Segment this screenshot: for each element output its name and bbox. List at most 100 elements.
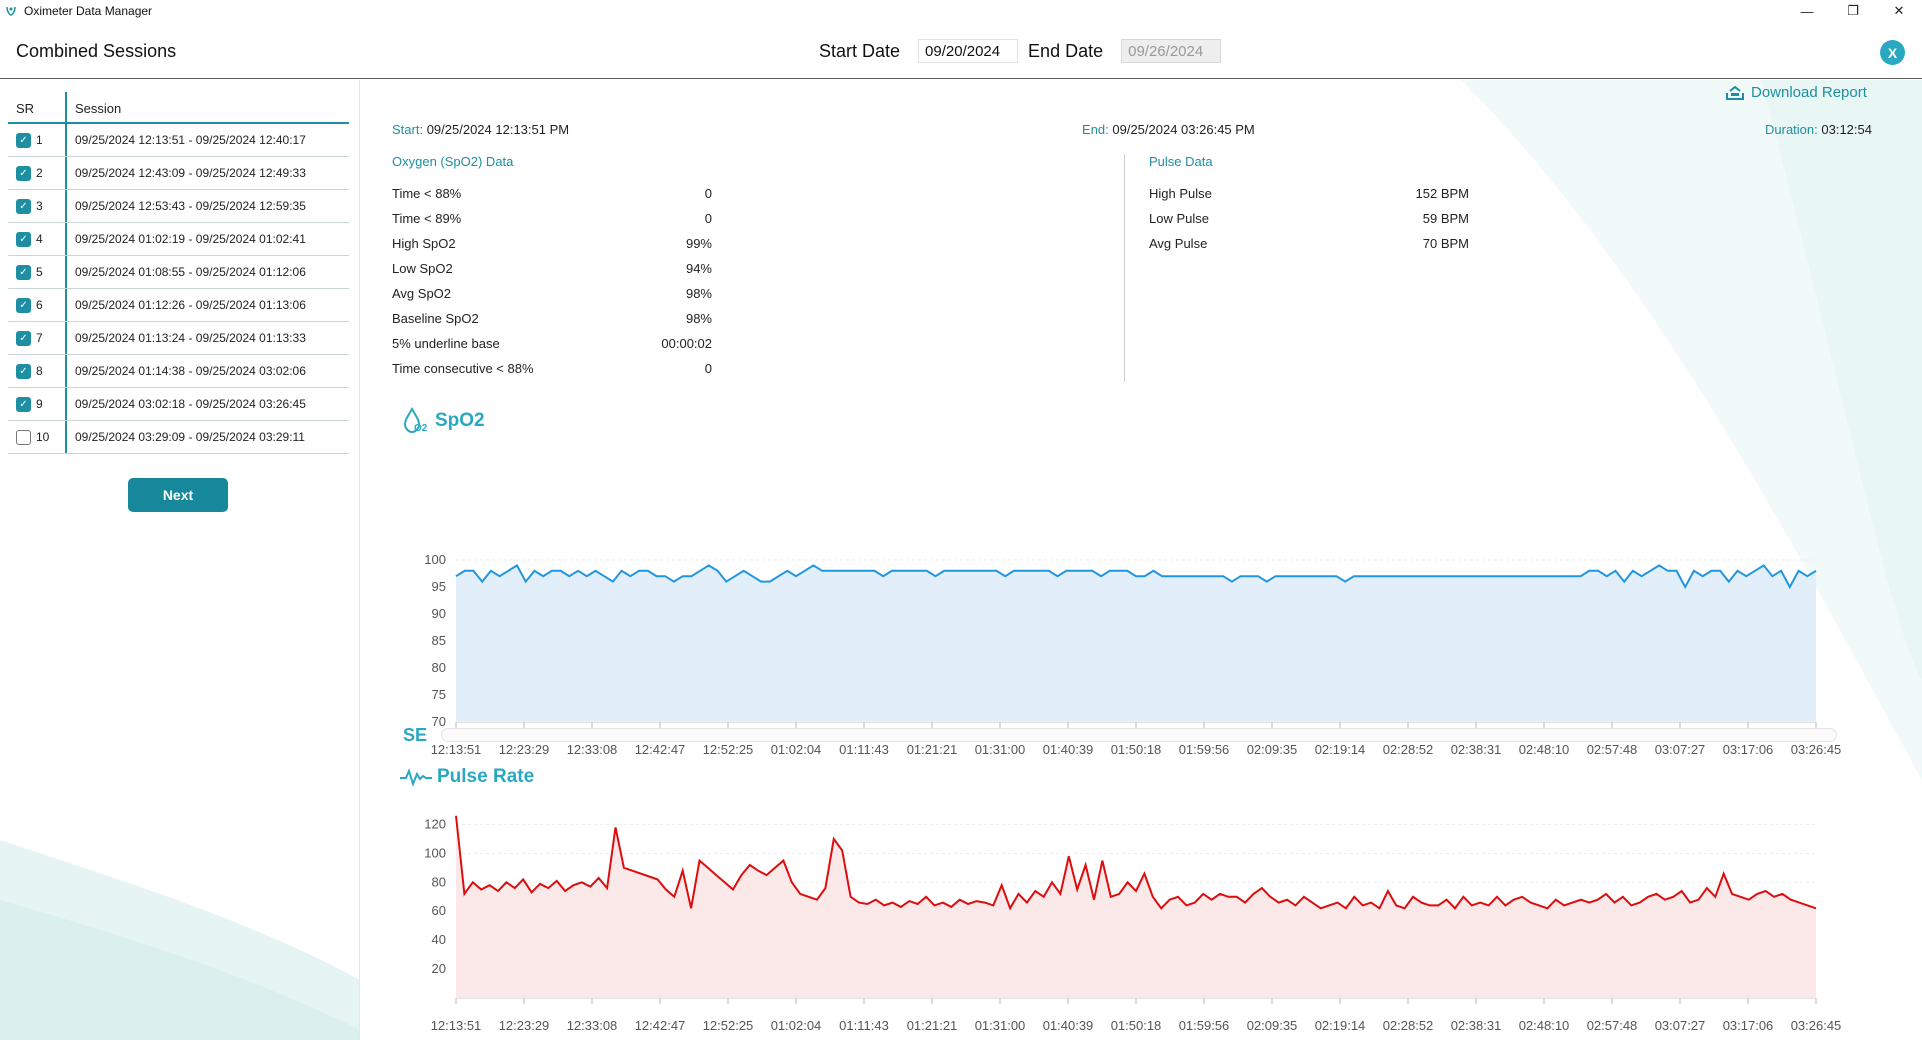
next-button[interactable]: Next (128, 478, 228, 512)
session-checkbox[interactable]: ✓ (16, 165, 31, 181)
pulse-x-tick-label: 12:42:47 (635, 1018, 686, 1033)
pulse-chart: 120 100 80 60 40 20 12:13:51 12:23:29 12:33:08 12… (424, 815, 1842, 1033)
table-row[interactable]: ✓ 3 09/25/2024 12:53:43 - 09/25/2024 12:59… (8, 190, 349, 223)
session-checkbox[interactable]: ✓ (16, 363, 31, 379)
pulse-section-title: Pulse Data (1149, 154, 1213, 169)
pulse-stat-value: 70 BPM (1422, 236, 1469, 251)
table-row[interactable]: ✓ 2 09/25/2024 12:43:09 - 09/25/2024 12:49… (8, 157, 349, 190)
se-label: SE (403, 725, 428, 745)
pulse-x-tick-label: 02:38:31 (1451, 1018, 1502, 1033)
table-row[interactable]: 10 09/25/2024 03:29:09 - 09/25/2024 03:29… (8, 421, 349, 454)
session-range: 09/25/2024 03:29:09 - 09/25/2024 03:29:1… (75, 430, 305, 444)
title-bar: Oximeter Data Manager — ❐ ✕ (0, 0, 1922, 22)
sessions-panel: SR Session ✓ 1 09/25/2024 12:13:51 - 09/25… (0, 80, 360, 1040)
spo2-x-tick-label: 01:21:21 (907, 742, 958, 757)
spo2-x-tick-label: 03:17:06 (1723, 742, 1774, 757)
oxygen-stat-label: High SpO2 (392, 236, 456, 251)
spo2-x-tick-label: 03:26:45 (1791, 742, 1842, 757)
session-checkbox[interactable] (16, 429, 31, 445)
maximize-button[interactable]: ❐ (1847, 3, 1859, 18)
oxygen-stat-label: Baseline SpO2 (392, 311, 479, 326)
pulse-x-tick-label: 01:40:39 (1043, 1018, 1094, 1033)
date-range: Start Date 09/20/2024 End Date 09/26/202… (819, 39, 1231, 63)
session-checkbox[interactable]: ✓ (16, 231, 31, 247)
pulse-x-tick-label: 12:33:08 (567, 1018, 618, 1033)
session-checkbox[interactable]: ✓ (16, 330, 31, 346)
table-row[interactable]: ✓ 4 09/25/2024 01:02:19 - 09/25/2024 01:02… (8, 223, 349, 256)
table-row[interactable]: ✓ 9 09/25/2024 03:02:18 - 09/25/2024 03:26… (8, 388, 349, 421)
svg-text:O2: O2 (414, 423, 428, 434)
window-close-button[interactable]: ✕ (1893, 3, 1905, 18)
table-row[interactable]: ✓ 6 09/25/2024 01:12:26 - 09/25/2024 01:13… (8, 289, 349, 322)
pulse-x-tick-label: 02:48:10 (1519, 1018, 1570, 1033)
oxygen-stat-value: 0 (704, 361, 712, 376)
pulse-stat-value: 152 BPM (1415, 186, 1469, 201)
minimize-button[interactable]: — (1800, 3, 1814, 19)
session-checkbox[interactable]: ✓ (16, 396, 31, 412)
session-checkbox[interactable]: ✓ (16, 264, 31, 280)
spo2-chart-title: O2 SpO2 (401, 406, 485, 436)
sr-number: 9 (36, 397, 43, 411)
session-checkbox[interactable]: ✓ (16, 198, 31, 214)
session-range: 09/25/2024 01:02:19 - 09/25/2024 01:02:4… (75, 232, 306, 246)
session-range: 09/25/2024 01:14:38 - 09/25/2024 03:02:0… (75, 364, 306, 378)
table-row[interactable]: ✓ 1 09/25/2024 12:13:51 - 09/25/2024 12:40… (8, 124, 349, 157)
pulse-line (455, 815, 1817, 911)
spo2-x-tick-label: 12:42:47 (635, 742, 686, 757)
oxygen-stat-value: 98% (685, 311, 712, 326)
pulse-stat-label: High Pulse (1149, 186, 1212, 201)
table-row[interactable]: ✓ 8 09/25/2024 01:14:38 - 09/25/2024 03:02… (8, 355, 349, 388)
oxygen-drop-icon: O2 (403, 406, 428, 434)
oxygen-stat-value: 0 (704, 186, 712, 201)
session-checkbox[interactable]: ✓ (16, 132, 31, 148)
close-session-button[interactable]: X (1880, 40, 1905, 65)
pulse-wave-icon (400, 768, 432, 788)
spo2-x-tick-label: 02:48:10 (1519, 742, 1570, 757)
sr-number: 5 (36, 265, 43, 279)
pulse-stat-label: Low Pulse (1149, 211, 1209, 226)
spo2-area (456, 565, 1816, 722)
sr-number: 2 (36, 166, 43, 180)
spo2-y-tick-label: 85 (432, 633, 446, 648)
spo2-x-tick-label: 12:23:29 (499, 742, 550, 757)
pulse-x-tick-label: 01:31:00 (975, 1018, 1026, 1033)
page-title: Combined Sessions (16, 41, 177, 61)
pulse-x-tick-label: 01:59:56 (1179, 1018, 1230, 1033)
session-range: 09/25/2024 03:02:18 - 09/25/2024 03:26:4… (75, 397, 306, 411)
spo2-x-tick-label: 01:31:00 (975, 742, 1026, 757)
pulse-x-tick-label: 02:09:35 (1247, 1018, 1298, 1033)
spo2-x-tick-label: 01:02:04 (771, 742, 822, 757)
pulse-y-tick-label: 80 (432, 874, 446, 889)
sr-cell: ✓ 9 (8, 388, 67, 420)
oxygen-stat-label: 5% underline base (392, 336, 500, 351)
header: Combined Sessions Start Date 09/20/2024 … (0, 22, 1922, 79)
download-report-button[interactable]: Download Report (1725, 84, 1867, 101)
pulse-x-tick-label: 12:13:51 (431, 1018, 482, 1033)
table-row[interactable]: ✓ 5 09/25/2024 01:08:55 - 09/25/2024 01:12… (8, 256, 349, 289)
oxygen-stat-label: Low SpO2 (392, 261, 453, 276)
end-date-input[interactable]: 09/26/2024 (1121, 39, 1222, 63)
table-row[interactable]: ✓ 7 09/25/2024 01:13:24 - 09/25/2024 01:13… (8, 322, 349, 355)
session-range: 09/25/2024 01:13:24 - 09/25/2024 01:13:3… (75, 331, 306, 345)
spo2-y-tick-label: 90 (432, 606, 446, 621)
sr-cell: ✓ 1 (8, 124, 67, 156)
pulse-y-tick-label: 100 (424, 845, 446, 860)
spo2-x-tick-label: 03:07:27 (1655, 742, 1706, 757)
pulse-x-tick-label: 01:11:43 (839, 1018, 889, 1033)
start-date-input[interactable]: 09/20/2024 (918, 39, 1019, 63)
pulse-x-tick-label: 02:28:52 (1383, 1018, 1434, 1033)
spo2-y-tick-label: 100 (424, 552, 446, 567)
spo2-y-tick-label: 75 (432, 687, 446, 702)
oxygen-stat-label: Time consecutive < 88% (392, 361, 534, 376)
sr-cell: ✓ 4 (8, 223, 67, 255)
oxygen-stat-label: Time < 88% (392, 186, 462, 201)
spo2-y-tick-label: 80 (432, 660, 446, 675)
pulse-x-tick-label: 03:26:45 (1791, 1018, 1842, 1033)
pulse-x-tick-label: 12:52:25 (703, 1018, 754, 1033)
spo2-x-tick-label: 02:28:52 (1383, 742, 1434, 757)
session-checkbox[interactable]: ✓ (16, 297, 31, 313)
sr-cell: ✓ 8 (8, 355, 67, 387)
session-range: 09/25/2024 12:53:43 - 09/25/2024 12:59:3… (75, 199, 306, 213)
start-date-label: Start Date (819, 40, 901, 61)
pulse-x-tick-label: 03:07:27 (1655, 1018, 1706, 1033)
